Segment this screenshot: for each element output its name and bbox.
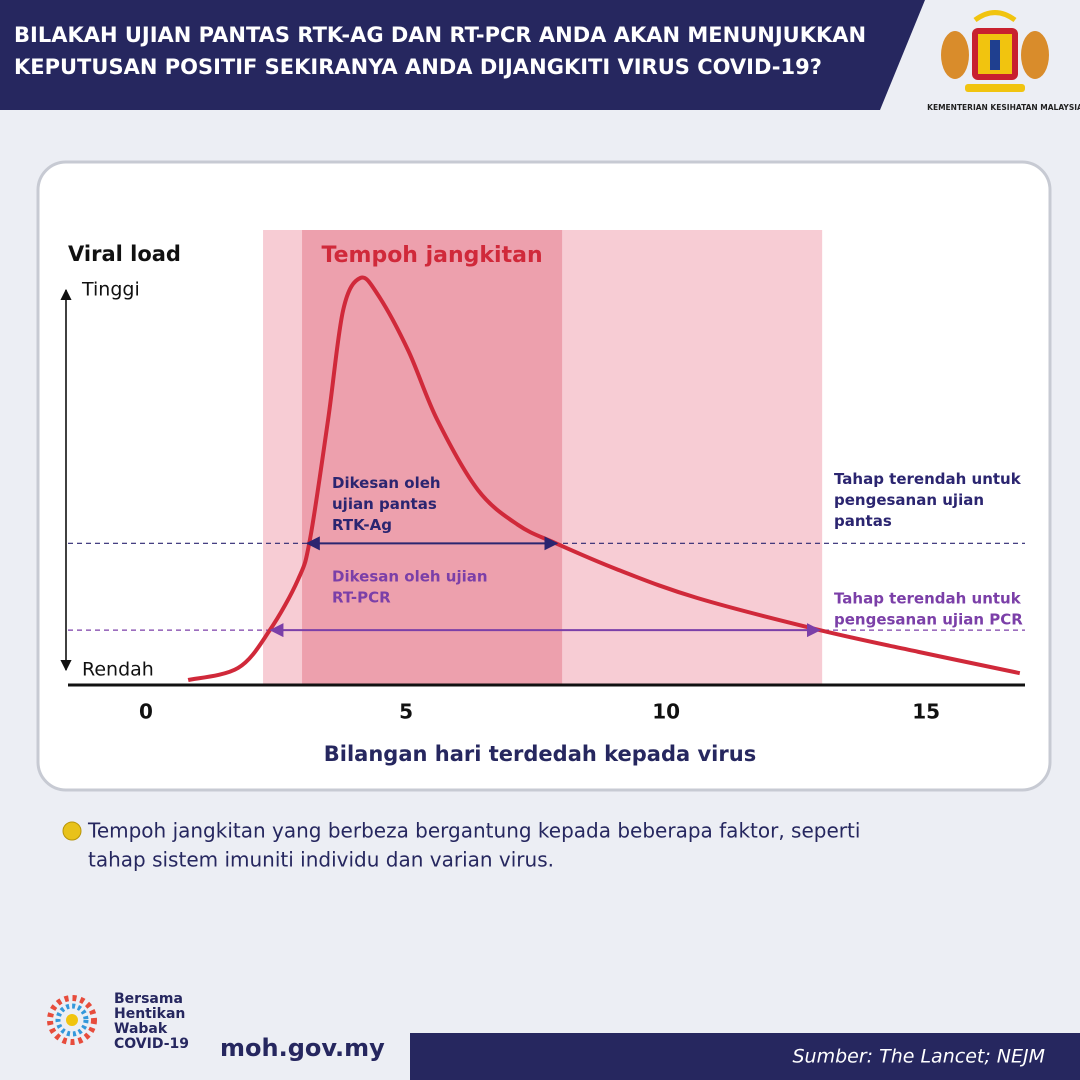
campaign-logo: [47, 995, 97, 1045]
footer-band: [410, 1033, 1080, 1080]
crest: [941, 10, 1049, 92]
campaign-text: COVID-19: [114, 1036, 189, 1052]
region-label: Tempoh jangkitan: [322, 243, 543, 268]
ministry-name: KEMENTERIAN KESIHATAN MALAYSIA: [927, 103, 1080, 112]
campaign-text: Wabak: [114, 1021, 168, 1037]
viral-load-curve: [187, 275, 1021, 682]
x-tick-label: 10: [652, 700, 680, 724]
y-axis-title: Viral load: [68, 242, 181, 266]
range-label: ujian pantas: [332, 495, 437, 513]
campaign-text: Bersama: [114, 991, 183, 1007]
note-text: tahap sistem imuniti individu dan varian…: [88, 848, 554, 872]
header-title: KEPUTUSAN POSITIF SEKIRANYA ANDA DIJANGK…: [14, 55, 822, 79]
threshold-label: pantas: [834, 512, 892, 530]
header-band: [0, 0, 925, 110]
range-label: Dikesan oleh ujian: [332, 568, 488, 586]
x-tick-label: 15: [912, 700, 940, 724]
x-axis-title: Bilangan hari terdedah kepada virus: [324, 742, 756, 766]
y-tick-label: Tinggi: [81, 279, 140, 301]
range-label: RT-PCR: [332, 589, 391, 607]
threshold-label: Tahap terendah untuk: [834, 470, 1022, 488]
note-text: Tempoh jangkitan yang berbeza bergantung…: [87, 819, 860, 843]
header-title: BILAKAH UJIAN PANTAS RTK-AG DAN RT-PCR A…: [14, 23, 866, 47]
bullet: [62, 821, 82, 841]
range-label: RTK-Ag: [332, 516, 392, 534]
threshold-label: pengesanan ujian: [834, 491, 984, 509]
threshold-label: Tahap terendah untuk: [834, 590, 1022, 608]
range-label: Dikesan oleh: [332, 474, 441, 492]
source: Sumber: The Lancet; NEJM: [792, 1046, 1045, 1068]
x-tick-label: 0: [139, 700, 153, 724]
y-tick-label: Rendah: [82, 659, 154, 681]
campaign-text: Hentikan: [114, 1006, 185, 1022]
website: moh.gov.my: [220, 1034, 385, 1062]
x-tick-label: 5: [399, 700, 413, 724]
infection-region: [302, 230, 563, 685]
threshold-label: pengesanan ujian PCR: [834, 611, 1023, 629]
